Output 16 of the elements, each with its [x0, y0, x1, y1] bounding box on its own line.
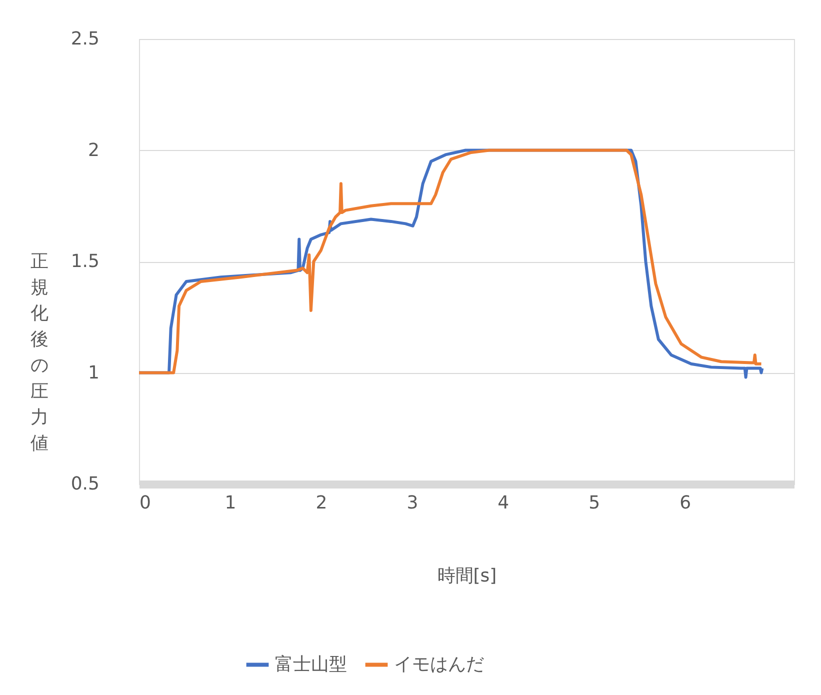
- y-tick-label: 2.5: [70, 28, 100, 50]
- x-tick-label: 5: [588, 492, 600, 514]
- x-axis-title: 時間[s]: [437, 566, 497, 586]
- x-tick-label: 4: [498, 492, 510, 514]
- x-tick-label: 3: [406, 492, 418, 514]
- x-tick-label: 1: [224, 492, 236, 514]
- y-tick-label: 1.5: [70, 251, 100, 272]
- y-tick-label: 1: [88, 362, 100, 384]
- legend-label: イモはんだ: [394, 654, 484, 675]
- y-tick-label: 0.5: [70, 474, 100, 494]
- legend-label: 富士山型: [275, 654, 347, 675]
- x-tick-label: 6: [680, 492, 692, 514]
- y-tick-label: 2: [88, 140, 100, 161]
- y-axis-title: 正規化後の圧力値: [30, 251, 48, 454]
- x-tick-label: 0: [140, 492, 151, 514]
- x-tick-label: 2: [316, 492, 328, 514]
